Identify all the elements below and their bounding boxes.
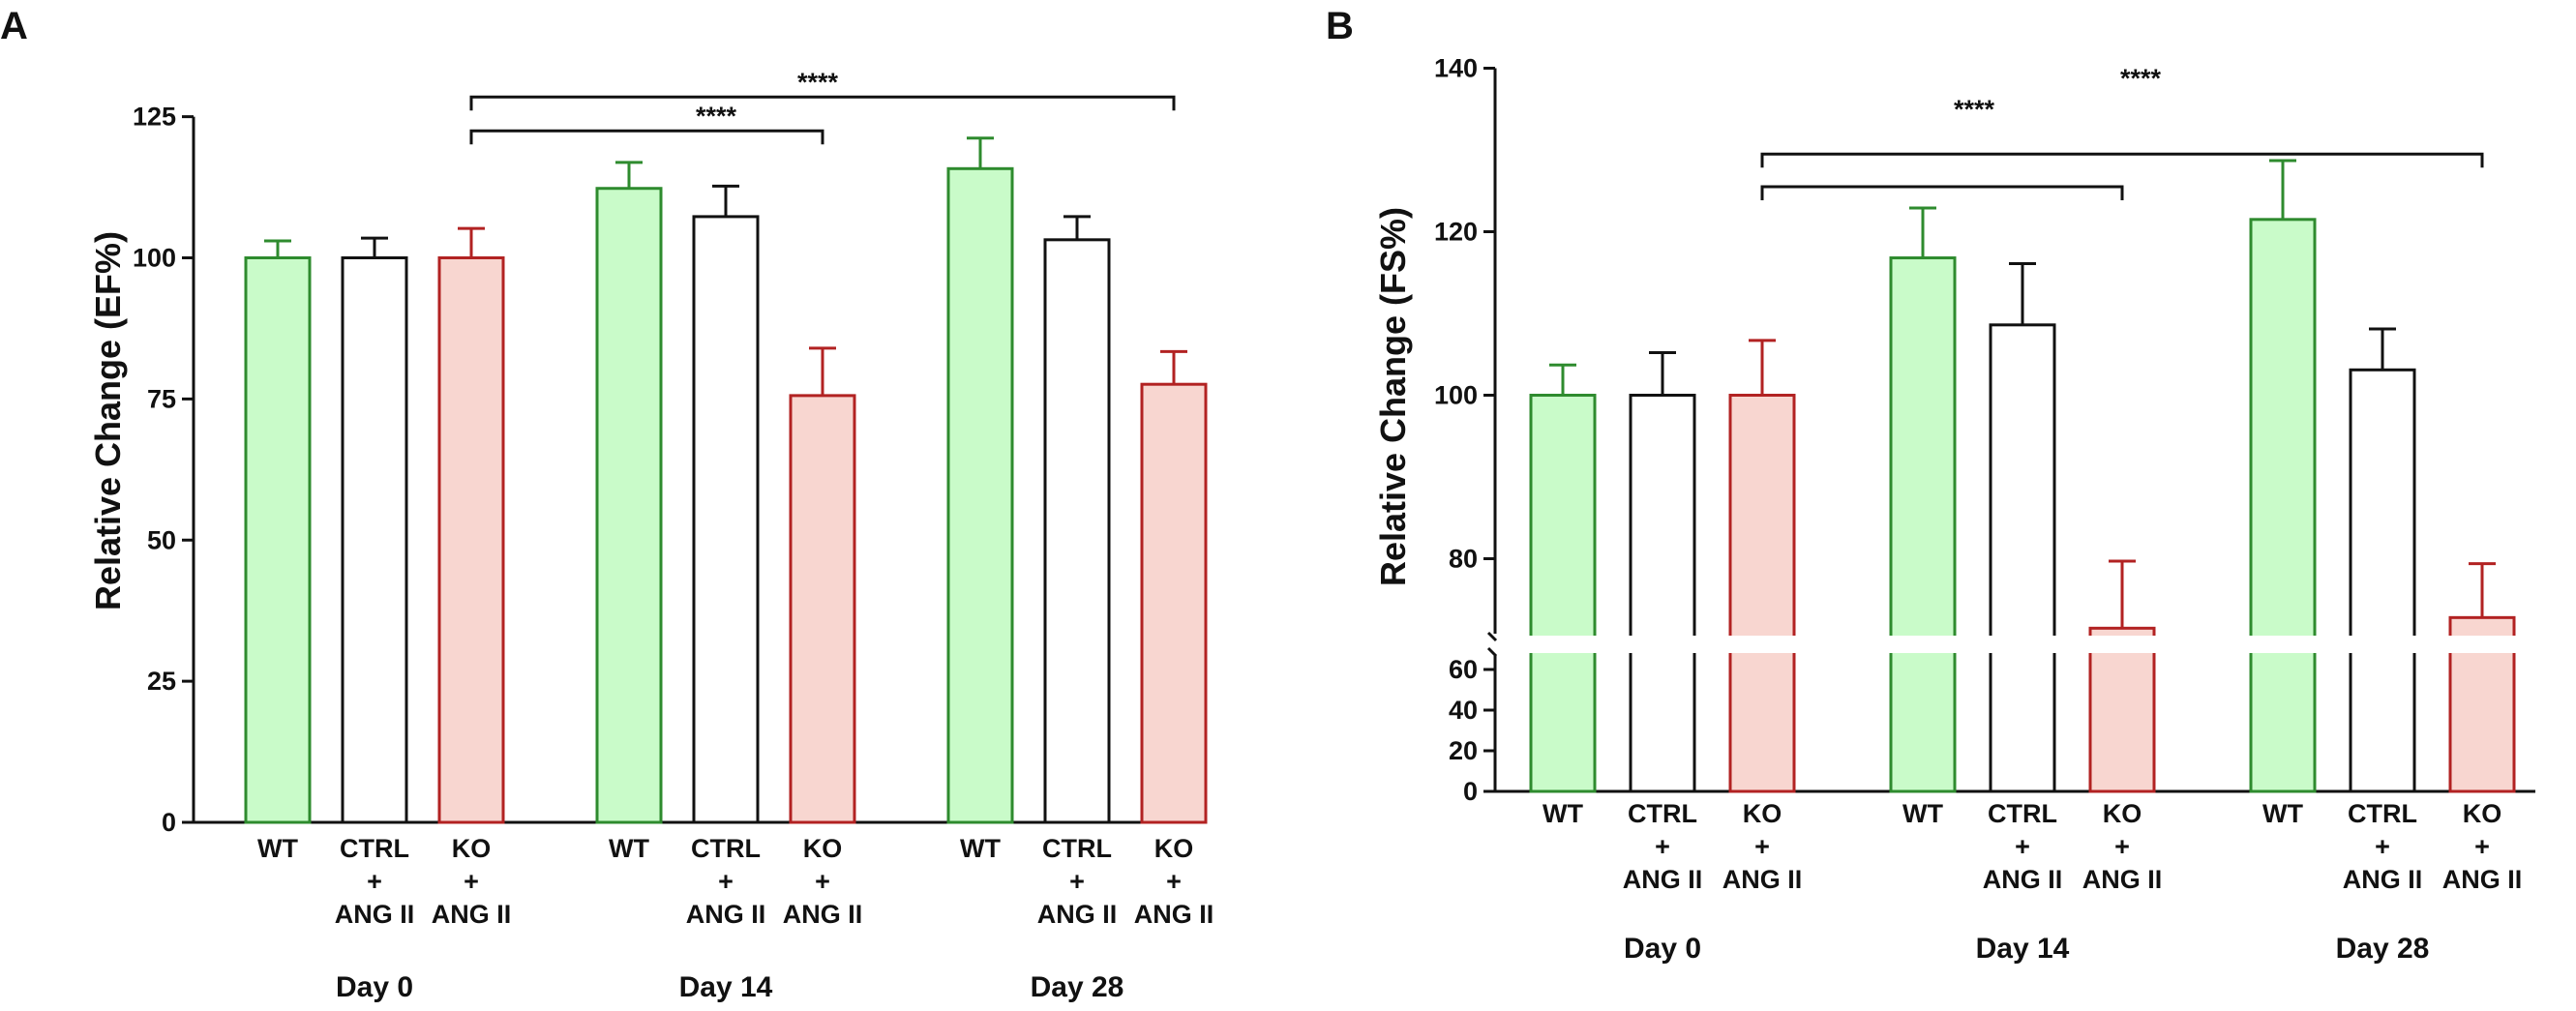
- x-category-label: CTRL: [1042, 834, 1112, 863]
- y-tick-label: 100: [133, 244, 176, 273]
- y-tick-label: 50: [147, 525, 176, 554]
- x-category-label: +: [464, 867, 479, 896]
- bar: [244, 256, 312, 824]
- panel-label-a: A: [0, 5, 28, 47]
- axis-break-mark: [1486, 631, 1498, 642]
- x-category-label: KO: [803, 834, 843, 863]
- axis-break-mark: [1486, 646, 1498, 658]
- x-category-label: +: [1655, 832, 1670, 861]
- y-axis-label-b: Relative Change (FS%): [1373, 207, 1413, 586]
- x-category-label: ANG II: [783, 900, 863, 929]
- x-category-label: ANG II: [2343, 865, 2423, 894]
- significance-stars: ****: [2120, 64, 2162, 93]
- x-category-label: KO: [1743, 799, 1782, 828]
- x-category-label: ANG II: [2082, 865, 2163, 894]
- y-axis-label-a: Relative Change (EF%): [88, 231, 128, 610]
- group-label: Day 14: [1976, 933, 2070, 965]
- x-category-label: ANG II: [1623, 865, 1703, 894]
- x-category-label: CTRL: [691, 834, 761, 863]
- y-tick-label: 75: [147, 384, 176, 413]
- significance-stars: ****: [797, 68, 839, 97]
- x-category-label: +: [2474, 832, 2490, 861]
- x-category-label: +: [2375, 832, 2390, 861]
- y-tick-label: 60: [1449, 655, 1478, 684]
- x-category-label: ANG II: [335, 900, 415, 929]
- bar: [946, 166, 1014, 824]
- panel-b-fs-chart: B Relative Change (FS%) 0 20 40 60 80 100 120 1…: [1326, 5, 2535, 965]
- x-category-label: +: [2114, 832, 2130, 861]
- y-tick-label: 80: [1449, 545, 1478, 574]
- y-tick-label: 0: [162, 808, 176, 837]
- x-category-label: KO: [452, 834, 492, 863]
- bar: [1140, 382, 1208, 824]
- x-category-label: ANG II: [1134, 900, 1214, 929]
- y-tick-label: 20: [1449, 736, 1478, 765]
- x-category-label: ANG II: [1037, 900, 1118, 929]
- panel-a-ef-chart: A Relative Change (EF%) 0 25 50 75 100 125 WT C…: [0, 5, 1213, 1003]
- x-category-label: KO: [2103, 799, 2142, 828]
- group-label: Day 0: [1624, 933, 1701, 965]
- x-category-label: +: [2015, 832, 2030, 861]
- bar: [1989, 323, 2056, 793]
- bar: [2088, 626, 2156, 793]
- bar: [2349, 368, 2416, 793]
- significance-bracket: [1760, 185, 2124, 201]
- x-category-label: CTRL: [2348, 799, 2417, 828]
- x-category-label: CTRL: [1628, 799, 1697, 828]
- x-category-label: ANG II: [1983, 865, 2063, 894]
- x-category-label: +: [815, 867, 830, 896]
- bar: [1728, 394, 1796, 793]
- x-category-label: WT: [257, 834, 298, 863]
- x-category-label: ANG II: [686, 900, 766, 929]
- group-label: Day 28: [2336, 933, 2430, 965]
- x-category-label: +: [1166, 867, 1182, 896]
- y-tick-label: 25: [147, 667, 176, 696]
- y-tick-label: 0: [1463, 777, 1478, 806]
- x-category-label: WT: [1543, 799, 1583, 828]
- x-category-label: ANG II: [432, 900, 512, 929]
- axis-break-gap: [1499, 636, 2535, 653]
- y-tick-label: 40: [1449, 696, 1478, 725]
- x-category-label: WT: [960, 834, 1001, 863]
- y-tick-label: 140: [1434, 54, 1478, 83]
- significance-stars: ****: [1954, 95, 1995, 124]
- bar: [789, 394, 856, 824]
- x-category-label: WT: [609, 834, 649, 863]
- group-label: Day 28: [1031, 971, 1124, 1003]
- x-category-label: +: [1069, 867, 1085, 896]
- bar: [1043, 238, 1111, 824]
- x-category-label: WT: [1902, 799, 1943, 828]
- significance-bracket: [1760, 152, 2484, 168]
- bar: [692, 215, 760, 824]
- x-category-label: KO: [1154, 834, 1194, 863]
- x-category-label: ANG II: [2442, 865, 2523, 894]
- significance-bracket: [469, 95, 1176, 111]
- significance-bracket: [469, 129, 824, 145]
- bar: [2249, 218, 2317, 793]
- group-label: Day 0: [336, 971, 413, 1003]
- panel-label-b: B: [1326, 5, 1354, 47]
- significance-stars: ****: [696, 102, 737, 131]
- x-category-label: +: [718, 867, 734, 896]
- y-tick-label: 120: [1434, 218, 1478, 247]
- x-category-label: +: [1754, 832, 1770, 861]
- x-category-label: CTRL: [1988, 799, 2057, 828]
- group-label: Day 14: [679, 971, 773, 1003]
- bar: [595, 187, 663, 824]
- bar: [437, 256, 505, 824]
- x-category-label: WT: [2262, 799, 2303, 828]
- bar: [1889, 256, 1957, 793]
- x-category-label: ANG II: [1722, 865, 1803, 894]
- y-tick-label: 125: [133, 103, 176, 132]
- bar: [1629, 394, 1696, 793]
- x-category-label: CTRL: [340, 834, 409, 863]
- bar: [1529, 394, 1597, 793]
- x-category-label: +: [367, 867, 382, 896]
- bar: [341, 256, 408, 824]
- y-tick-label: 100: [1434, 381, 1478, 410]
- x-category-label: KO: [2463, 799, 2502, 828]
